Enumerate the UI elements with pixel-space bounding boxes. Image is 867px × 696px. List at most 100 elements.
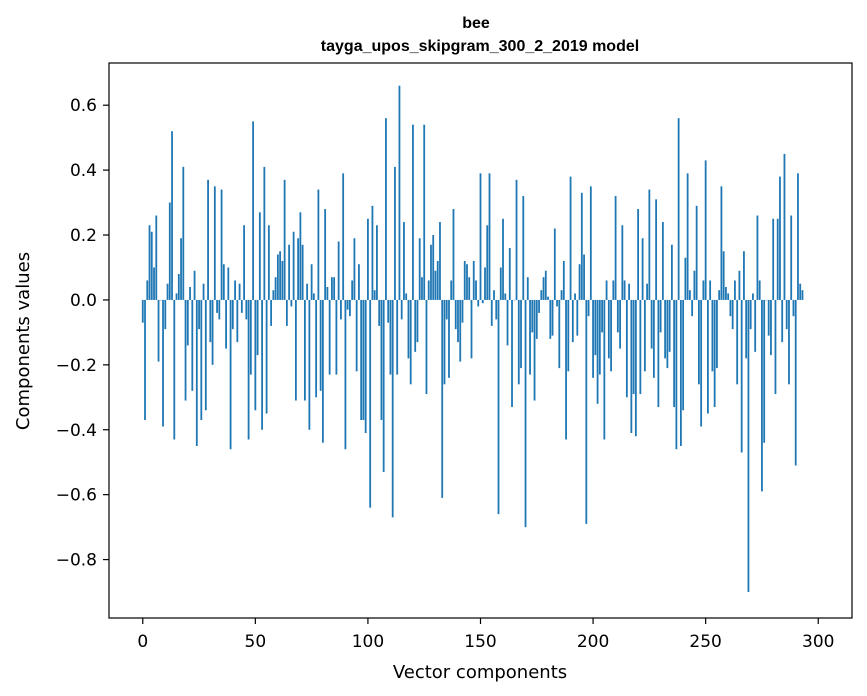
bar bbox=[243, 225, 245, 300]
bar bbox=[670, 244, 673, 300]
y-tick-label: −0.6 bbox=[56, 486, 97, 506]
bar bbox=[691, 299, 694, 317]
bar bbox=[752, 293, 754, 300]
bar bbox=[337, 241, 340, 300]
bar bbox=[308, 299, 311, 430]
bar bbox=[211, 299, 214, 365]
bar bbox=[331, 277, 333, 300]
bar bbox=[646, 283, 649, 300]
bar bbox=[162, 299, 164, 427]
bar bbox=[661, 222, 664, 300]
bar bbox=[306, 283, 309, 300]
bar bbox=[204, 299, 207, 411]
bar bbox=[698, 299, 700, 385]
bar bbox=[585, 299, 588, 524]
bar bbox=[466, 264, 468, 300]
bar bbox=[342, 173, 345, 300]
bar bbox=[506, 299, 509, 346]
bar bbox=[414, 299, 417, 352]
bar bbox=[610, 299, 612, 372]
bar bbox=[294, 299, 297, 401]
bar bbox=[457, 299, 459, 343]
chart-title: bee bbox=[462, 15, 490, 32]
y-tick-label: −0.4 bbox=[56, 421, 97, 441]
bar bbox=[499, 267, 502, 300]
y-tick-label: 0.6 bbox=[70, 96, 97, 116]
bar bbox=[279, 251, 282, 300]
bar bbox=[589, 186, 592, 300]
bar bbox=[371, 205, 374, 300]
bar bbox=[614, 196, 617, 300]
bar bbox=[274, 277, 277, 300]
bar bbox=[171, 131, 173, 300]
bar bbox=[166, 283, 169, 300]
bar bbox=[144, 299, 146, 421]
bar bbox=[434, 270, 437, 300]
bar bbox=[569, 176, 572, 300]
bar bbox=[630, 299, 633, 433]
bar bbox=[659, 299, 662, 333]
bar bbox=[587, 299, 590, 317]
bar bbox=[502, 218, 504, 300]
bar bbox=[168, 202, 171, 300]
y-tick-label: 0.0 bbox=[70, 291, 97, 311]
x-tick-label: 150 bbox=[464, 632, 496, 652]
bar bbox=[317, 189, 320, 300]
bar bbox=[772, 218, 775, 300]
bar bbox=[632, 299, 635, 395]
bar bbox=[553, 228, 556, 300]
bar bbox=[254, 299, 257, 411]
bar bbox=[472, 260, 475, 300]
bar bbox=[495, 299, 498, 320]
bar bbox=[445, 299, 448, 320]
bar bbox=[517, 299, 520, 385]
bar bbox=[270, 299, 273, 326]
bar bbox=[695, 205, 698, 300]
bar bbox=[596, 299, 599, 404]
bar bbox=[231, 299, 234, 330]
bar bbox=[454, 299, 457, 330]
bar bbox=[416, 299, 419, 343]
bar bbox=[398, 85, 401, 300]
bar bbox=[520, 299, 522, 369]
bar bbox=[776, 218, 779, 300]
bar bbox=[297, 238, 300, 300]
bar bbox=[191, 299, 194, 391]
bar bbox=[761, 299, 763, 492]
bar bbox=[594, 299, 597, 356]
bar bbox=[542, 277, 545, 300]
bar bbox=[202, 283, 205, 300]
bar bbox=[797, 173, 799, 300]
bar bbox=[292, 231, 295, 300]
bar bbox=[256, 299, 259, 356]
y-tick-label: −0.8 bbox=[56, 551, 97, 571]
bar bbox=[716, 299, 718, 369]
bar bbox=[173, 299, 176, 440]
bar bbox=[328, 299, 331, 375]
bar bbox=[267, 225, 270, 300]
bar bbox=[376, 225, 378, 300]
x-tick-label: 300 bbox=[802, 632, 834, 652]
bar bbox=[195, 299, 198, 446]
bar bbox=[272, 290, 275, 300]
bar bbox=[312, 293, 315, 300]
bar bbox=[758, 280, 761, 300]
bar bbox=[508, 248, 511, 300]
bar bbox=[756, 215, 759, 300]
bar bbox=[621, 225, 624, 300]
bar bbox=[452, 209, 455, 300]
bar bbox=[432, 235, 435, 300]
bar bbox=[360, 299, 363, 421]
bar bbox=[718, 290, 721, 300]
bar bbox=[488, 173, 491, 300]
bar bbox=[229, 299, 232, 450]
bar bbox=[682, 299, 685, 411]
y-axis-ticks: −0.8 −0.6 −0.4 −0.2 0.0 0.2 0.4 0.6 bbox=[56, 96, 109, 571]
bar bbox=[547, 296, 549, 300]
bar bbox=[450, 280, 453, 300]
bar bbox=[198, 299, 200, 330]
bar bbox=[285, 299, 288, 326]
bar bbox=[767, 299, 770, 336]
bar bbox=[770, 299, 772, 356]
bar bbox=[333, 277, 336, 300]
